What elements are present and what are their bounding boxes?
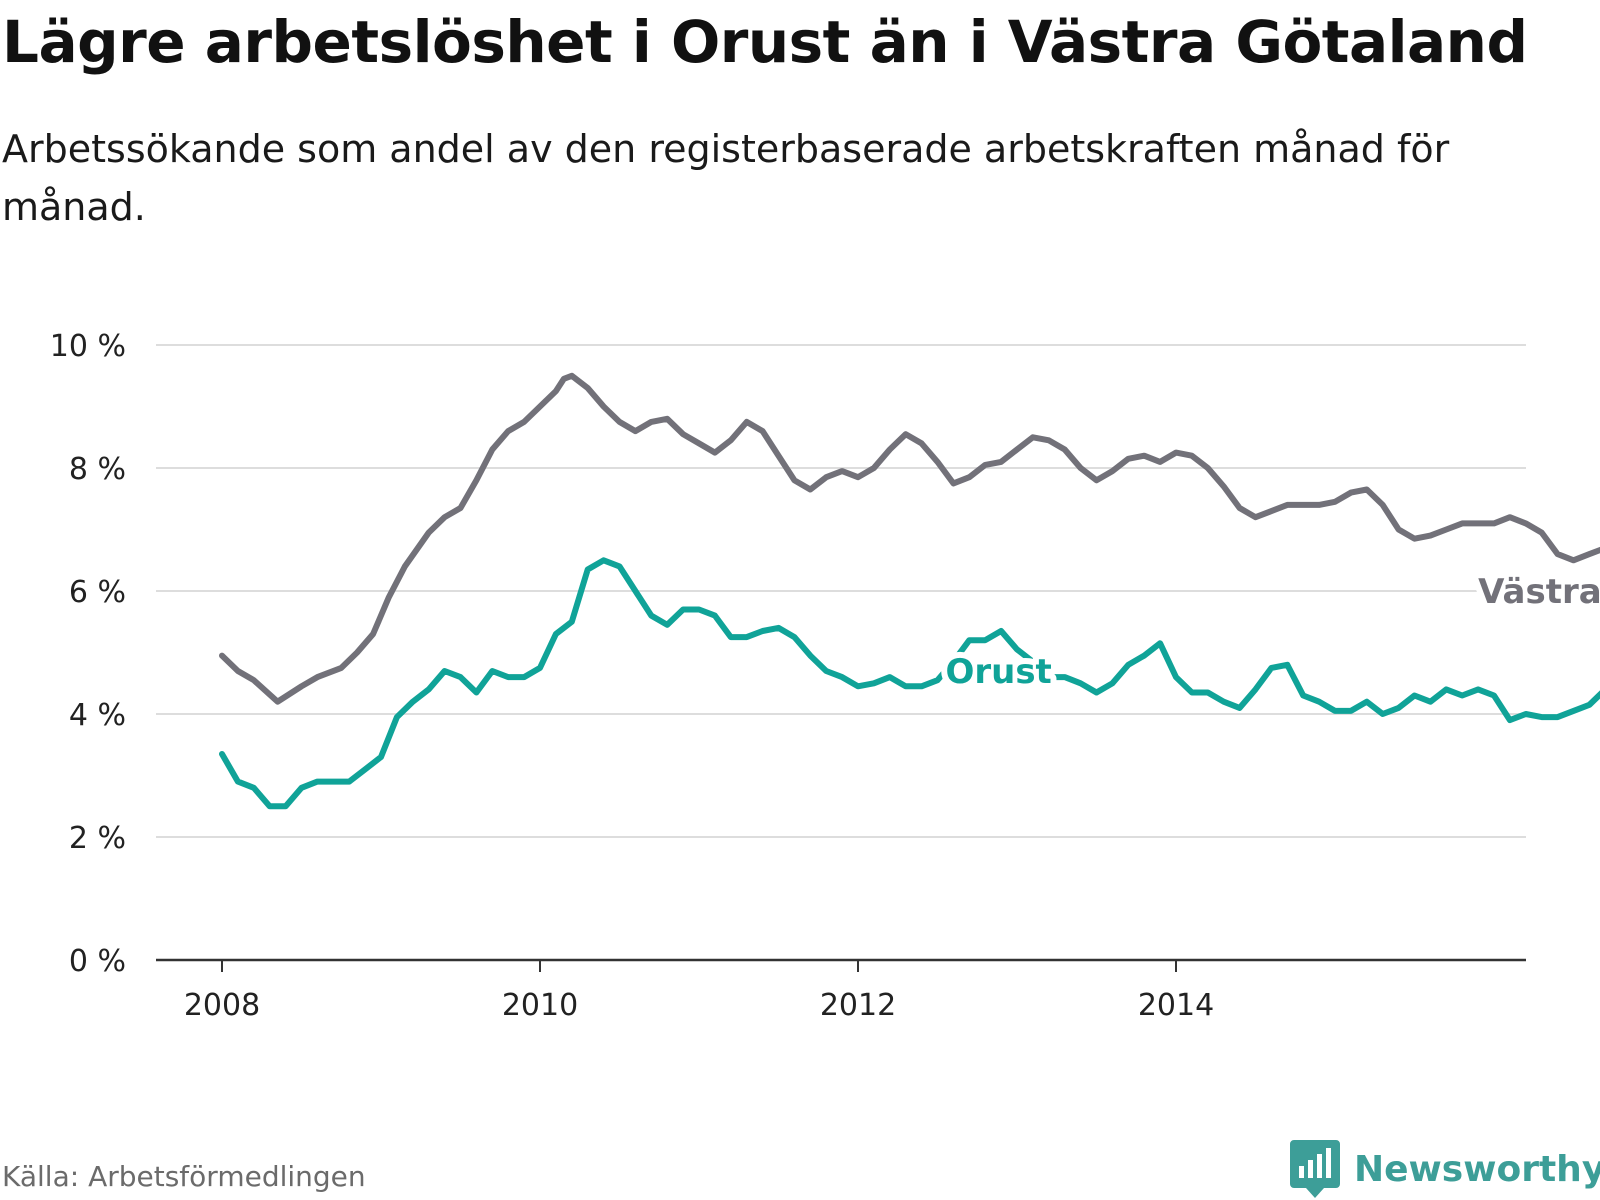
label-halo: Västra Götalands län xyxy=(1478,572,1600,612)
series-labels: Västra Götalands länVästra Götalands län… xyxy=(939,566,1600,698)
x-tick-label: 2014 xyxy=(1138,988,1214,1023)
newsworthy-logo: Newsworthy xyxy=(1290,1140,1600,1198)
y-tick-label: 10 % xyxy=(50,329,126,364)
y-tick-label: 0 % xyxy=(69,944,126,979)
y-tick-label: 4 % xyxy=(69,698,126,733)
chart-title: Lägre arbetslöshet i Orust än i Västra G… xyxy=(2,8,1528,76)
series-lines xyxy=(219,372,1600,810)
source-note: Källa: Arbetsförmedlingen xyxy=(2,1160,366,1193)
x-tick-label: 2012 xyxy=(820,988,896,1023)
x-tick-label: 2008 xyxy=(184,988,260,1023)
label-halo: Orust xyxy=(945,652,1051,692)
grid-lines xyxy=(156,344,1526,838)
series-label: Orust xyxy=(945,652,1051,692)
y-tick-label: 6 % xyxy=(69,575,126,610)
series-line xyxy=(219,557,1600,810)
brand-name: Newsworthy xyxy=(1354,1148,1600,1190)
logo-icon xyxy=(1290,1140,1340,1198)
series-line xyxy=(219,372,1600,705)
y-tick-label: 2 % xyxy=(69,821,126,856)
x-tick-label: 2010 xyxy=(502,988,578,1023)
series-label: Västra Götalands län xyxy=(1478,572,1600,612)
y-axis-ticks: 0 % 2 % 4 % 6 % 8 % 10 % xyxy=(50,329,126,979)
x-axis: 20082010201220142017201920212023 xyxy=(156,958,1526,1023)
line-chart: 0 %2 %4 %6 %8 %10 % 20082010201220142017… xyxy=(50,329,1600,1023)
chart-subtitle: Arbetssökande som andel av den registerb… xyxy=(2,127,1450,229)
y-tick-label: 8 % xyxy=(69,452,126,487)
